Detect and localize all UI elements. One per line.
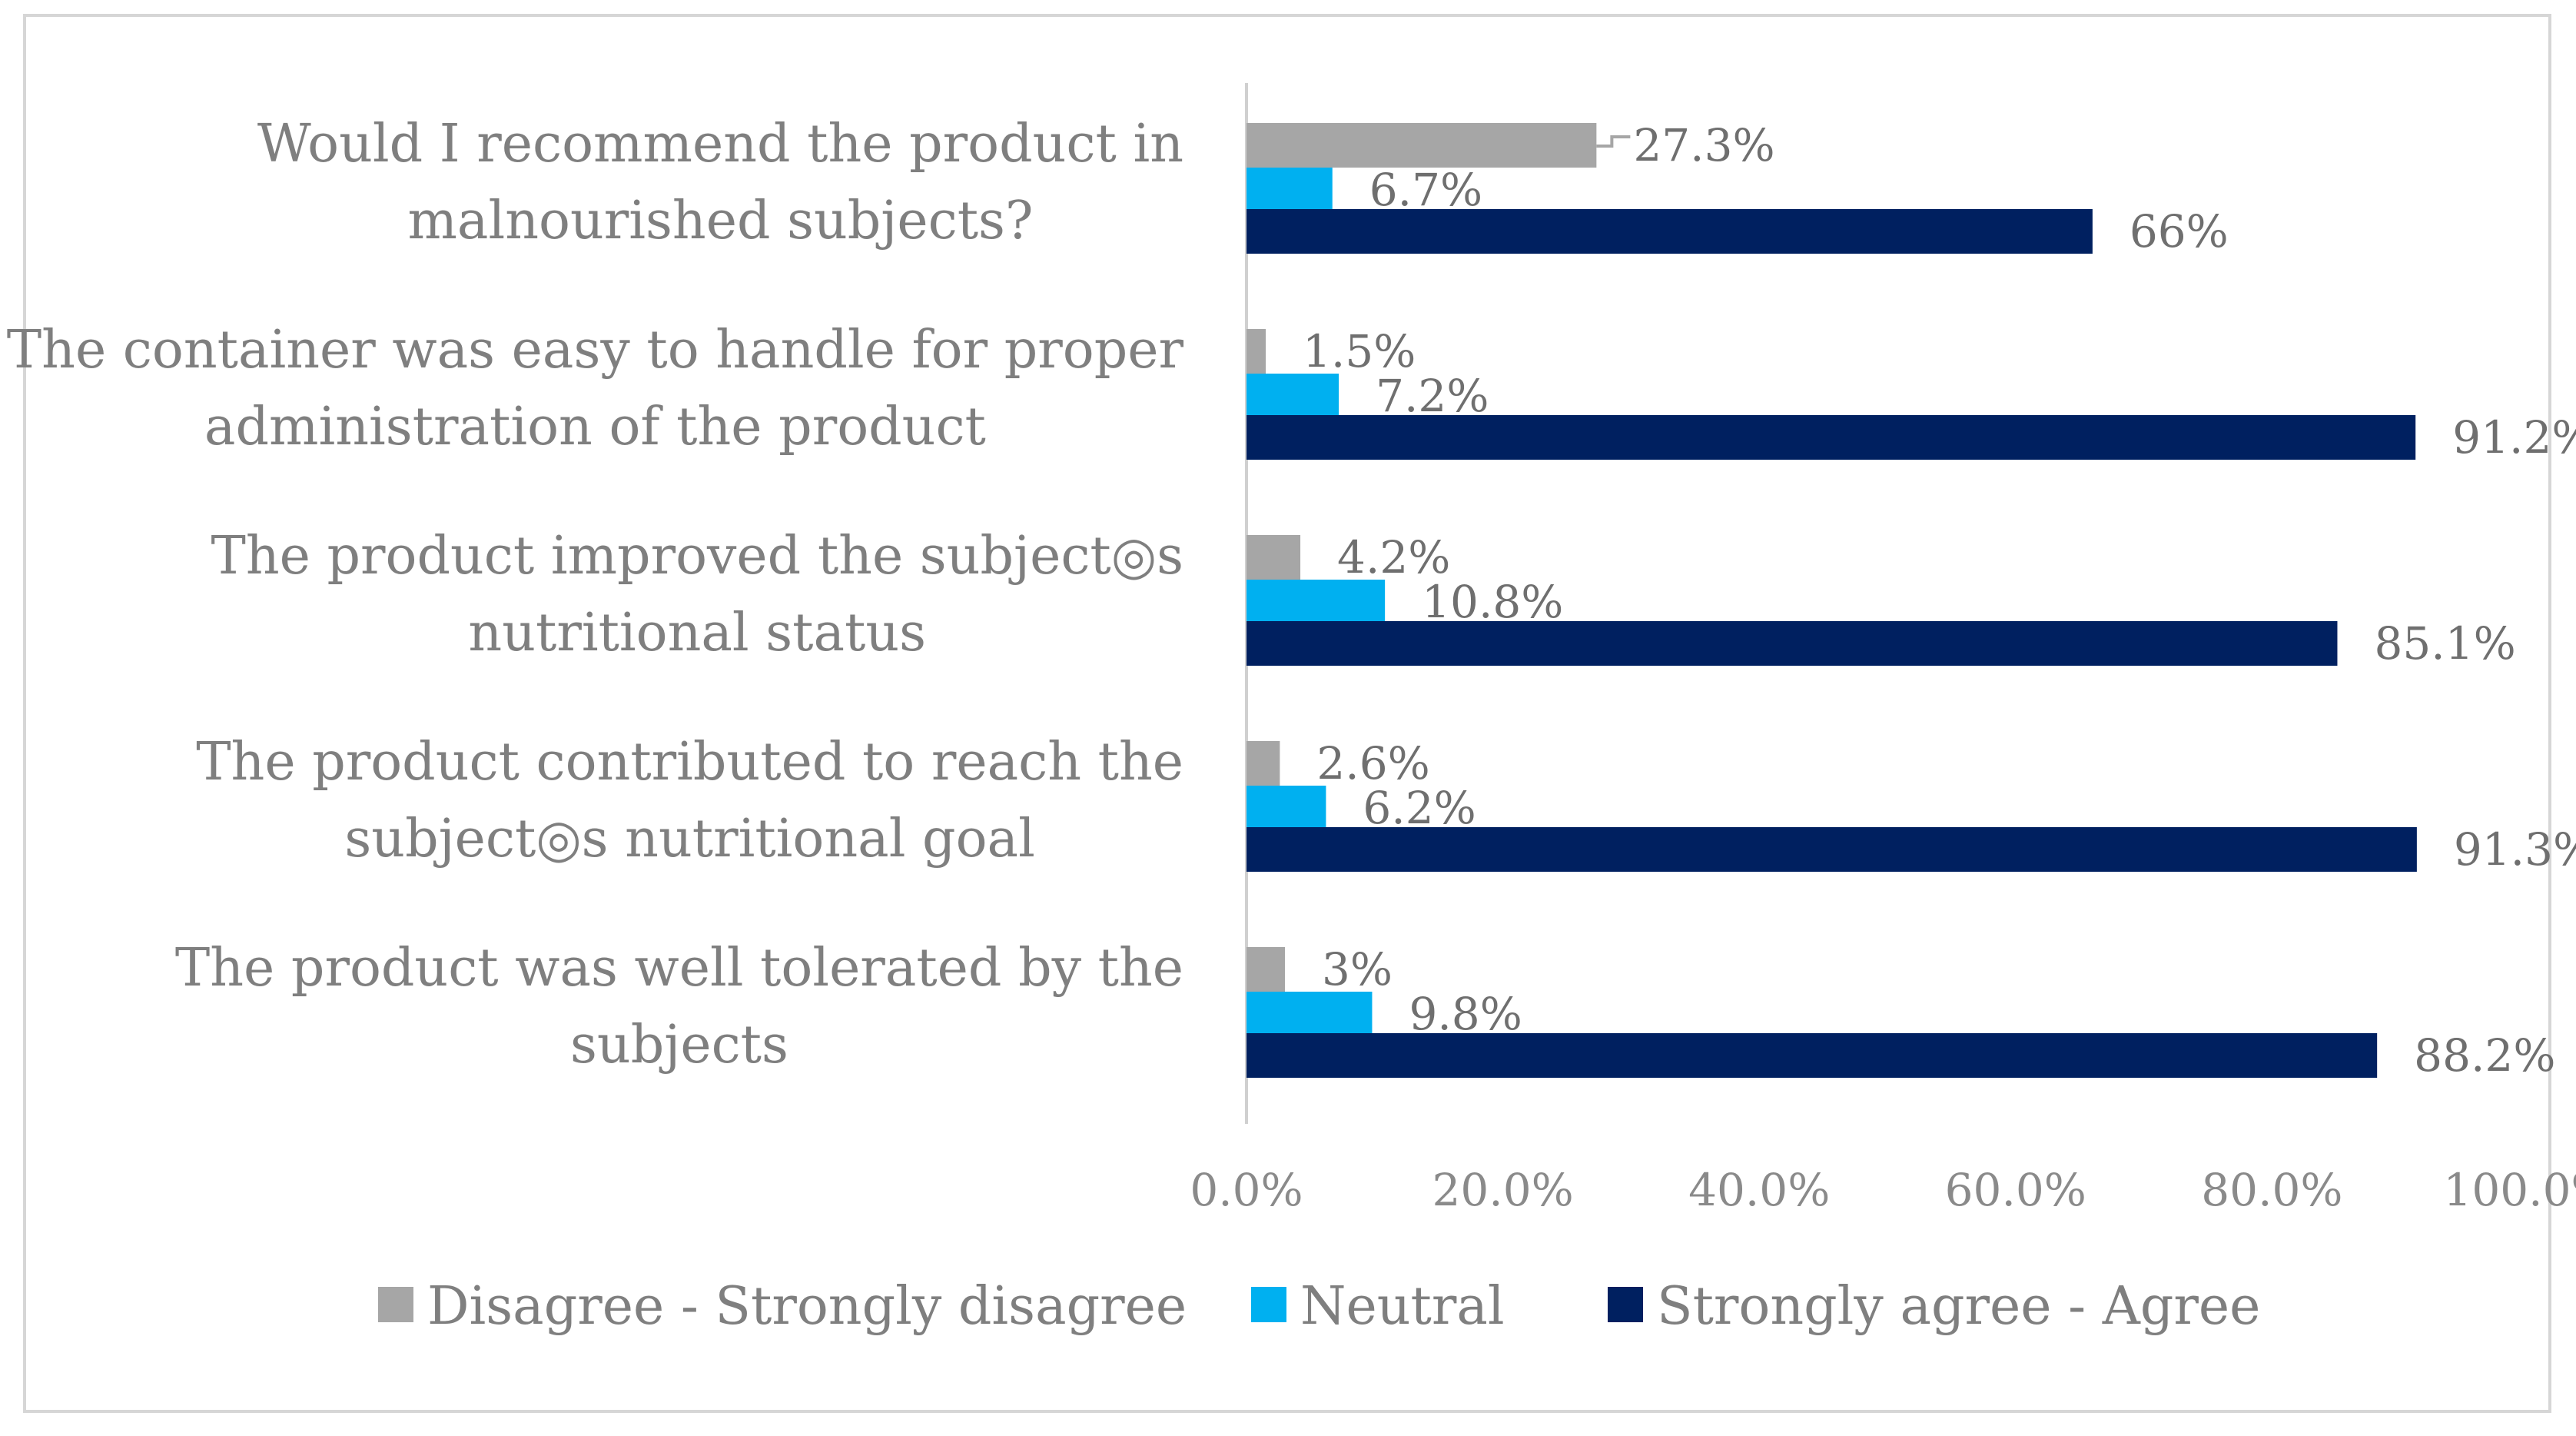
category-label: The product was well tolerated by the: [175, 938, 1183, 999]
category-label-line2: nutritional status: [468, 603, 926, 663]
bar-0-2: [1247, 535, 1301, 580]
bar-2-3: [1247, 827, 2417, 872]
bar-2-4: [1247, 1033, 2378, 1078]
category-label-line2: administration of the product: [204, 397, 986, 457]
legend-swatch: [1251, 1287, 1286, 1322]
data-label: 85.1%: [2374, 617, 2515, 670]
category-label: The product improved the subject◎s: [211, 526, 1183, 587]
data-label: 6.2%: [1363, 782, 1476, 834]
data-label: 88.2%: [2414, 1029, 2555, 1082]
data-label: 2.6%: [1316, 737, 1429, 789]
category-label-line2: malnourished subjects?: [407, 191, 1033, 251]
bar-0-4: [1247, 947, 1286, 992]
data-label: 66%: [2130, 205, 2229, 258]
bar-2-0: [1247, 209, 2093, 254]
legend-swatch: [1608, 1287, 1643, 1322]
x-tick-label: 60.0%: [1945, 1164, 2086, 1216]
category-label: Would I recommend the product in: [257, 114, 1183, 175]
bar-2-2: [1247, 621, 2338, 666]
category-label: The container was easy to handle for pro…: [7, 320, 1184, 381]
x-tick-label: 0.0%: [1190, 1164, 1303, 1216]
category-label-line2: subjects: [570, 1015, 788, 1075]
x-tick-label: 20.0%: [1432, 1164, 1573, 1216]
bar-1-4: [1247, 992, 1373, 1036]
category-label: The product contributed to reach the: [196, 732, 1183, 793]
legend-label: Strongly agree - Agree: [1657, 1276, 2260, 1337]
x-tick-label: 80.0%: [2201, 1164, 2342, 1216]
data-label: 6.7%: [1369, 164, 1482, 216]
data-label: 4.2%: [1337, 531, 1450, 583]
data-label: 91.3%: [2454, 823, 2576, 876]
data-label: 91.2%: [2452, 411, 2576, 464]
legend-label: Neutral: [1300, 1276, 1505, 1337]
bar-1-0: [1247, 168, 1333, 212]
data-label: 1.5%: [1303, 325, 1416, 377]
leader-line: [1596, 135, 1631, 148]
bar-1-2: [1247, 580, 1386, 624]
data-label: 27.3%: [1633, 119, 1774, 171]
bar-1-1: [1247, 374, 1339, 418]
category-label-line2: subject◎s nutritional goal: [344, 809, 1034, 869]
legend-swatch: [378, 1287, 413, 1322]
bar-1-3: [1247, 786, 1326, 830]
data-label: 9.8%: [1409, 988, 1522, 1040]
bar-0-3: [1247, 741, 1280, 786]
legend-label: Disagree - Strongly disagree: [427, 1276, 1187, 1337]
bar-0-0: [1247, 123, 1597, 168]
bar-2-1: [1247, 415, 2416, 460]
data-label: 7.2%: [1376, 370, 1489, 422]
data-label: 10.8%: [1422, 576, 1563, 628]
x-tick-label: 40.0%: [1688, 1164, 1830, 1216]
data-label: 3%: [1322, 943, 1393, 996]
x-tick-label: 100.0%: [2443, 1164, 2576, 1216]
bar-0-1: [1247, 329, 1266, 374]
